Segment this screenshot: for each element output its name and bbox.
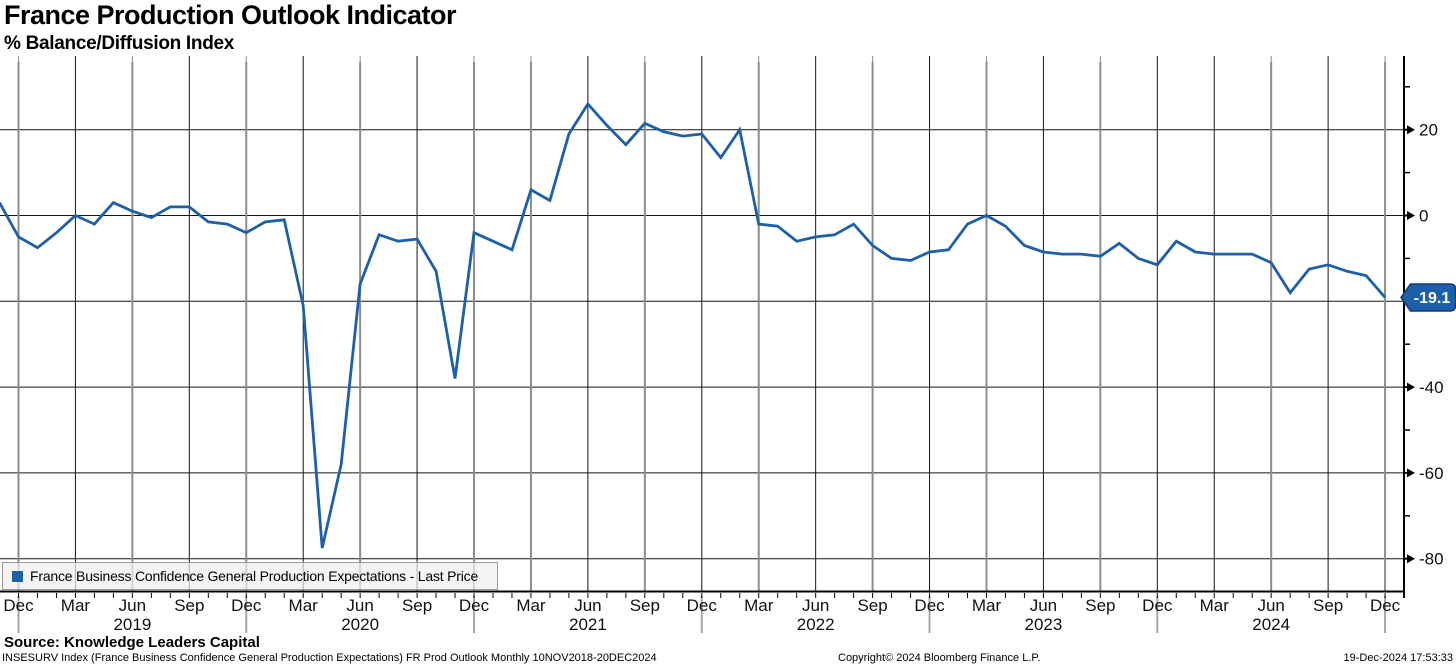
x-tick-label: Mar — [516, 596, 546, 615]
copyright-text: Copyright© 2024 Bloomberg Finance L.P. — [838, 652, 1041, 664]
x-tick-label: Mar — [1200, 596, 1230, 615]
year-label: 2022 — [797, 615, 835, 634]
x-tick-label: Sep — [1085, 596, 1115, 615]
y-tick-label: -80 — [1419, 550, 1444, 569]
x-tick-label: Dec — [231, 596, 262, 615]
y-tick-arrow — [1407, 382, 1415, 392]
y-tick-arrow — [1407, 554, 1415, 564]
x-tick-label: Sep — [402, 596, 432, 615]
y-tick-label: -40 — [1419, 378, 1444, 397]
legend: France Business Confidence General Produ… — [2, 562, 498, 590]
series-marker-icon — [12, 570, 23, 582]
x-tick-label: Mar — [61, 596, 91, 615]
x-tick-label: Sep — [630, 596, 660, 615]
x-tick-label: Dec — [687, 596, 718, 615]
x-tick-label: Jun — [802, 596, 829, 615]
legend-label: France Business Confidence General Produ… — [30, 568, 479, 584]
x-tick-label: Jun — [1030, 596, 1057, 615]
x-tick-label: Dec — [3, 596, 34, 615]
x-tick-label: Jun — [1257, 596, 1284, 615]
y-tick-arrow — [1407, 125, 1415, 135]
y-tick-label: 0 — [1419, 207, 1428, 226]
x-tick-label: Jun — [574, 596, 601, 615]
last-price-badge-value: -19.1 — [1414, 290, 1451, 307]
chart-title: France Production Outlook Indicator — [4, 0, 457, 30]
y-tick-arrow — [1407, 211, 1415, 220]
year-label: 2024 — [1252, 615, 1290, 634]
timestamp-text: 19-Dec-2024 17:53:33 — [1343, 652, 1453, 664]
x-tick-label: Mar — [289, 596, 319, 615]
x-tick-label: Sep — [174, 596, 204, 615]
x-tick-label: Dec — [1370, 596, 1401, 615]
year-label: 2020 — [341, 615, 379, 634]
x-tick-label: Dec — [1142, 596, 1173, 615]
x-tick-label: Sep — [1313, 596, 1343, 615]
year-label: 2021 — [569, 615, 607, 634]
x-tick-label: Mar — [744, 596, 774, 615]
y-tick-arrow — [1407, 468, 1415, 478]
x-tick-label: Jun — [119, 596, 146, 615]
x-tick-label: Dec — [914, 596, 945, 615]
year-label: 2019 — [113, 615, 151, 634]
y-tick-label: -60 — [1419, 464, 1444, 483]
index-description: INSESURV Index (France Business Confiden… — [2, 652, 657, 664]
source-text: Source: Knowledge Leaders Capital — [4, 634, 260, 651]
chart-subtitle: % Balance/Diffusion Index — [4, 33, 235, 54]
x-tick-label: Sep — [857, 596, 887, 615]
series-line — [0, 101, 1387, 549]
year-label: 2023 — [1025, 615, 1063, 634]
x-tick-label: Mar — [972, 596, 1002, 615]
y-tick-label: 20 — [1419, 121, 1438, 140]
x-tick-label: Dec — [459, 596, 490, 615]
x-tick-label: Jun — [346, 596, 373, 615]
